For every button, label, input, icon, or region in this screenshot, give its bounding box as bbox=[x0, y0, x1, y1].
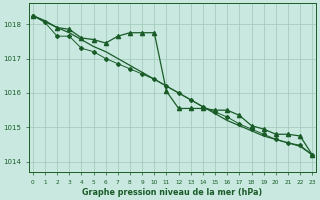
X-axis label: Graphe pression niveau de la mer (hPa): Graphe pression niveau de la mer (hPa) bbox=[82, 188, 263, 197]
